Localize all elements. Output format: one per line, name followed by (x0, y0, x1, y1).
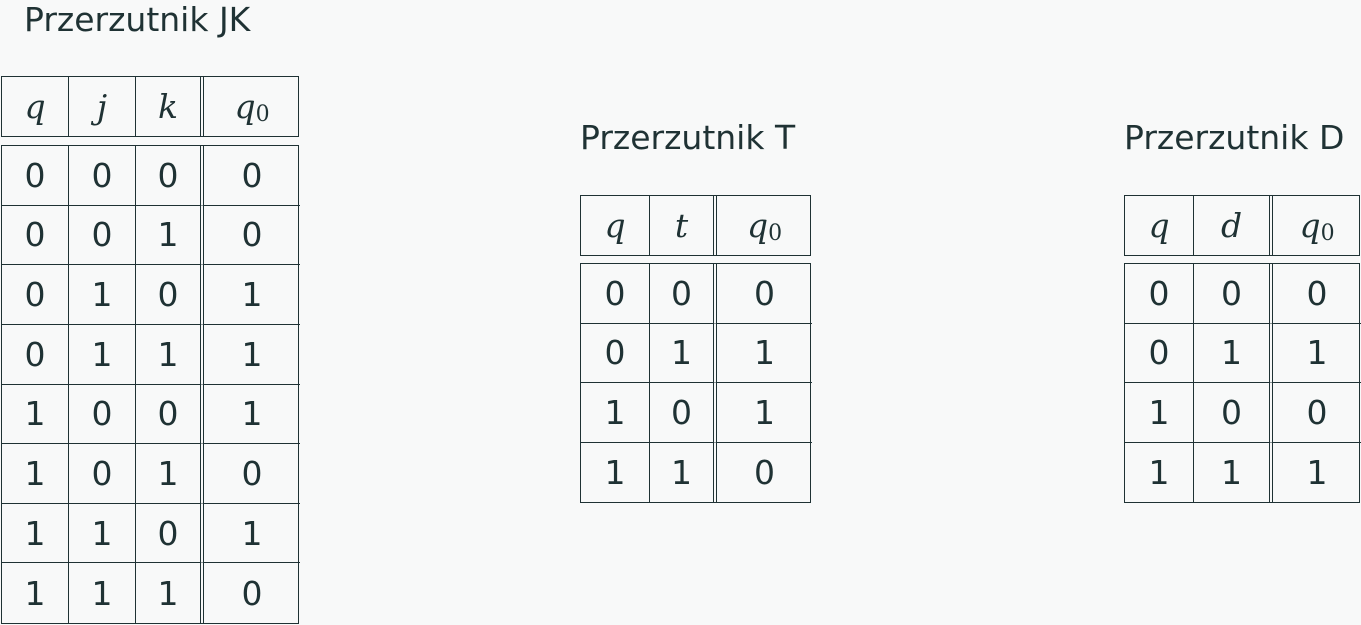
jk-cell-r2-c1: 1 (69, 265, 136, 325)
jk-header-label: q (24, 87, 46, 126)
d-cell-r1-c2: 1 (1273, 324, 1361, 383)
t-header-subscript: 0 (768, 221, 783, 246)
jk-cell-r5-c2: 1 (136, 444, 204, 504)
jk-header-label: k (158, 87, 178, 126)
jk-cell-r4-c0: 1 (2, 384, 69, 445)
jk-cell-r4-c1: 0 (69, 384, 136, 445)
t-header-1: t (650, 196, 717, 255)
d-cell-r3-c0: 1 (1125, 442, 1194, 502)
jk-cell-r5-c1: 0 (69, 444, 136, 504)
jk-cell-r6-c3: 1 (204, 504, 300, 564)
jk-cell-r2-c2: 0 (136, 265, 204, 325)
jk-header-subscript: 0 (255, 102, 270, 127)
d-cell-r2-c2: 0 (1273, 383, 1361, 443)
jk-cell-r3-c2: 1 (136, 324, 204, 385)
t-header-label: t (674, 206, 689, 245)
t-cell-r1-c1: 1 (650, 323, 717, 383)
jk-cell-r1-c2: 1 (136, 205, 204, 266)
d-cell-r0-c2: 0 (1273, 264, 1361, 324)
d-header-subscript: 0 (1320, 221, 1335, 246)
t-cell-r3-c0: 1 (581, 442, 650, 502)
jk-cell-r6-c2: 0 (136, 503, 204, 564)
d-header-0: q (1125, 196, 1194, 255)
jk-cell-r6-c0: 1 (2, 503, 69, 564)
d-cell-r3-c1: 1 (1194, 442, 1273, 502)
d-title: Przerzutnik D (1124, 118, 1345, 157)
d-cell-r2-c1: 0 (1194, 383, 1273, 443)
t-cell-r0-c2: 0 (717, 264, 812, 324)
jk-title: Przerzutnik JK (24, 0, 251, 39)
d-header-label: d (1220, 206, 1243, 245)
t-cell-r2-c2: 1 (717, 383, 812, 443)
jk-cell-r1-c3: 0 (204, 206, 300, 266)
jk-header-2: k (136, 77, 204, 136)
d-cell-r1-c0: 0 (1125, 323, 1194, 383)
t-cell-r3-c2: 0 (754, 452, 775, 492)
jk-cell-r4-c2: 0 (136, 384, 204, 445)
d-header-label: q (1299, 206, 1321, 245)
d-header-1: d (1194, 196, 1273, 255)
jk-cell-r3-c1: 1 (69, 324, 136, 385)
d-cell-r3-c2: 1 (1306, 452, 1328, 492)
t-cell-r1-c0: 0 (581, 323, 650, 383)
jk-cell-r1-c0: 0 (2, 205, 69, 266)
t-cell-r2-c1: 0 (650, 383, 717, 443)
t-header-label: q (604, 206, 626, 245)
jk-header-0: q (2, 77, 69, 136)
jk-header-label: q (234, 87, 256, 126)
jk-cell-r2-c3: 1 (204, 265, 300, 325)
jk-cell-r3-c0: 0 (2, 324, 69, 385)
jk-cell-r4-c3: 1 (204, 385, 300, 445)
jk-cell-r7-c3: 0 (241, 573, 263, 613)
t-cell-r0-c1: 0 (650, 264, 717, 324)
jk-cell-r5-c0: 1 (2, 444, 69, 504)
d-cell-r2-c0: 1 (1125, 383, 1194, 443)
t-cell-r2-c0: 1 (581, 383, 650, 443)
jk-cell-r0-c0: 0 (2, 146, 69, 206)
jk-cell-r7-c1: 1 (69, 563, 136, 623)
jk-cell-r7-c2: 1 (136, 563, 204, 623)
jk-cell-r0-c3: 0 (204, 146, 300, 206)
jk-cell-r1-c1: 0 (69, 205, 136, 266)
d-cell-r1-c1: 1 (1194, 323, 1273, 383)
d-cell-r0-c1: 0 (1194, 264, 1273, 324)
t-header-label: q (746, 206, 769, 245)
t-cell-r3-c1: 1 (650, 442, 717, 502)
jk-cell-r6-c1: 1 (69, 503, 136, 564)
t-header-0: q (581, 196, 650, 255)
jk-cell-r0-c2: 0 (136, 146, 204, 206)
jk-cell-r3-c3: 1 (204, 325, 300, 385)
jk-header-1: j (69, 77, 136, 136)
t-title: Przerzutnik T (580, 118, 796, 157)
d-cell-r0-c0: 0 (1125, 264, 1194, 324)
t-cell-r0-c0: 0 (581, 264, 650, 324)
d-header-label: q (1148, 206, 1170, 245)
t-cell-r1-c2: 1 (717, 324, 812, 383)
jk-cell-r7-c0: 1 (2, 563, 69, 623)
jk-cell-r2-c0: 0 (2, 265, 69, 325)
jk-cell-r0-c1: 0 (69, 146, 136, 206)
jk-header-label: j (96, 87, 108, 126)
jk-cell-r5-c3: 0 (204, 444, 300, 504)
